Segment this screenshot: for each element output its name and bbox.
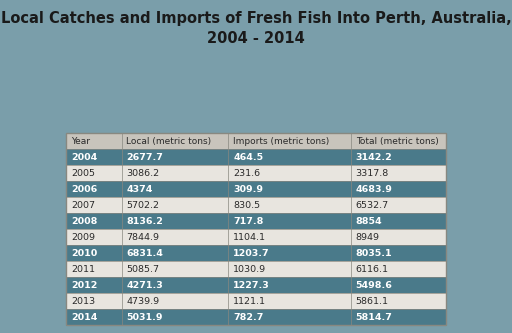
Text: 4374: 4374 <box>126 185 153 194</box>
Text: 2009: 2009 <box>71 233 95 242</box>
Bar <box>66 197 446 213</box>
Text: 2005: 2005 <box>71 169 95 178</box>
Bar <box>66 293 446 309</box>
Text: Total (metric tons): Total (metric tons) <box>356 137 438 146</box>
Text: 6532.7: 6532.7 <box>356 201 389 210</box>
Text: 2004: 2004 <box>71 153 97 162</box>
Text: 1203.7: 1203.7 <box>233 249 270 258</box>
Text: 7844.9: 7844.9 <box>126 233 159 242</box>
Bar <box>66 229 446 245</box>
Text: 6116.1: 6116.1 <box>356 265 389 274</box>
Text: 8136.2: 8136.2 <box>126 217 163 226</box>
Text: 3086.2: 3086.2 <box>126 169 159 178</box>
Bar <box>66 309 446 325</box>
Text: 6831.4: 6831.4 <box>126 249 163 258</box>
Bar <box>66 277 446 293</box>
Text: 231.6: 231.6 <box>233 169 260 178</box>
Text: 8035.1: 8035.1 <box>356 249 392 258</box>
Text: 830.5: 830.5 <box>233 201 260 210</box>
Text: 464.5: 464.5 <box>233 153 263 162</box>
Text: 5861.1: 5861.1 <box>356 297 389 306</box>
Text: 5031.9: 5031.9 <box>126 313 163 322</box>
Bar <box>66 166 446 181</box>
Text: 5814.7: 5814.7 <box>356 313 393 322</box>
Text: 2677.7: 2677.7 <box>126 153 163 162</box>
Text: 2008: 2008 <box>71 217 97 226</box>
Text: 1104.1: 1104.1 <box>233 233 266 242</box>
Text: 8854: 8854 <box>356 217 382 226</box>
Text: 717.8: 717.8 <box>233 217 264 226</box>
Text: 2012: 2012 <box>71 281 97 290</box>
Text: 2006: 2006 <box>71 185 97 194</box>
Text: 3317.8: 3317.8 <box>356 169 389 178</box>
Bar <box>66 134 446 150</box>
Text: 3142.2: 3142.2 <box>356 153 392 162</box>
Text: 782.7: 782.7 <box>233 313 264 322</box>
Bar <box>66 261 446 277</box>
Text: Imports (metric tons): Imports (metric tons) <box>233 137 329 146</box>
Text: 5702.2: 5702.2 <box>126 201 159 210</box>
Text: 8949: 8949 <box>356 233 379 242</box>
Text: 5498.6: 5498.6 <box>356 281 393 290</box>
Text: Local (metric tons): Local (metric tons) <box>126 137 211 146</box>
Text: 5085.7: 5085.7 <box>126 265 159 274</box>
Text: 4271.3: 4271.3 <box>126 281 163 290</box>
Text: 1121.1: 1121.1 <box>233 297 266 306</box>
Bar <box>66 213 446 229</box>
Text: 1030.9: 1030.9 <box>233 265 266 274</box>
Text: 2013: 2013 <box>71 297 95 306</box>
Text: 2014: 2014 <box>71 313 97 322</box>
Bar <box>66 245 446 261</box>
Text: 2011: 2011 <box>71 265 95 274</box>
Bar <box>66 134 446 325</box>
Text: 4739.9: 4739.9 <box>126 297 159 306</box>
Text: 309.9: 309.9 <box>233 185 263 194</box>
Text: 2007: 2007 <box>71 201 95 210</box>
Bar <box>66 150 446 166</box>
Text: Local Catches and Imports of Fresh Fish Into Perth, Australia,
2004 - 2014: Local Catches and Imports of Fresh Fish … <box>1 11 511 46</box>
Text: 2010: 2010 <box>71 249 97 258</box>
Bar <box>66 181 446 197</box>
Text: Year: Year <box>71 137 90 146</box>
Text: 1227.3: 1227.3 <box>233 281 270 290</box>
Text: 4683.9: 4683.9 <box>356 185 393 194</box>
